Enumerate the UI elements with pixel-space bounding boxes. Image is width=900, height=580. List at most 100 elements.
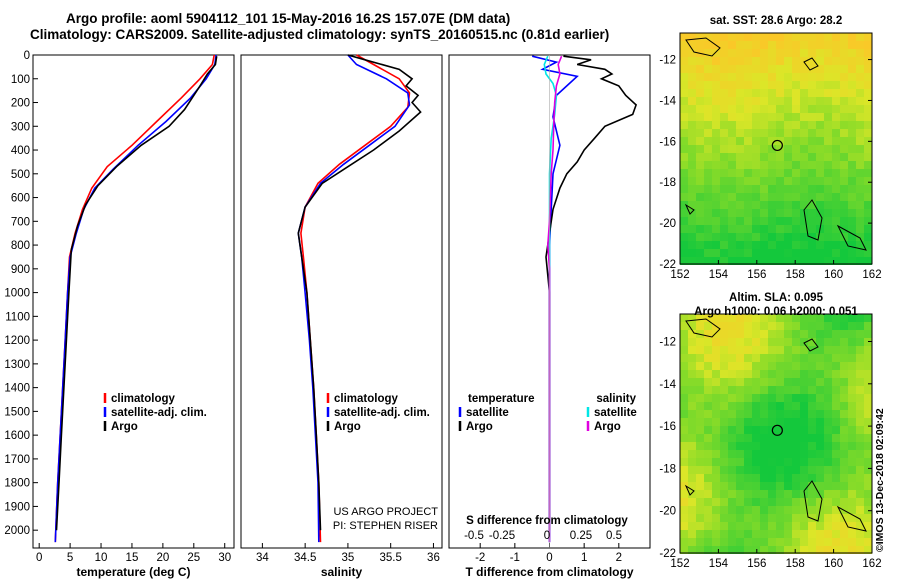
map-cell — [752, 113, 760, 121]
map-cell — [704, 177, 712, 185]
map-cell — [832, 209, 840, 217]
map-cell — [720, 153, 728, 161]
map-cell — [760, 490, 768, 498]
map-cell — [744, 201, 752, 209]
map-cell — [864, 209, 872, 217]
map-cell — [736, 354, 744, 362]
map-cell — [752, 346, 760, 354]
map-cell — [696, 169, 704, 177]
map-cell — [760, 314, 768, 322]
y-tick-label: 400 — [11, 145, 30, 157]
plot-frame — [240, 54, 443, 549]
map-cell — [688, 257, 696, 265]
map-cell — [704, 41, 712, 49]
y-tick-label: 100 — [11, 74, 30, 86]
map-cell — [712, 169, 720, 177]
map-cell — [864, 362, 872, 370]
map-cell — [776, 233, 784, 241]
map-cell — [760, 121, 768, 129]
map-cell — [864, 506, 872, 514]
y-tick-label: 200 — [11, 98, 30, 110]
map-cell — [744, 394, 752, 402]
map-cell — [768, 145, 776, 153]
map-cell — [768, 402, 776, 410]
map-cell — [856, 354, 864, 362]
map-cell — [696, 434, 704, 442]
map-cell — [744, 418, 752, 426]
map-cell — [808, 217, 816, 225]
map-cell — [768, 506, 776, 514]
map-cell — [808, 506, 816, 514]
map-cell — [776, 538, 784, 546]
map-cell — [696, 177, 704, 185]
map-cell — [856, 185, 864, 193]
map-cell — [760, 161, 768, 169]
map-cell — [800, 121, 808, 129]
map-cell — [824, 217, 832, 225]
map-cell — [760, 41, 768, 49]
map-cell — [680, 354, 688, 362]
map-cell — [776, 458, 784, 466]
map-cell — [680, 49, 688, 57]
map-cell — [688, 426, 696, 434]
map-cell — [712, 530, 720, 538]
map-cell — [704, 346, 712, 354]
map-cell — [720, 233, 728, 241]
map-cell — [792, 530, 800, 538]
map-cell — [848, 322, 856, 330]
map-cell — [776, 169, 784, 177]
map-cell — [792, 73, 800, 81]
coastline — [803, 57, 819, 71]
map-cell — [840, 73, 848, 81]
map-cell — [784, 137, 792, 145]
map-cell — [680, 193, 688, 201]
map-cell — [712, 314, 720, 322]
map-cell — [744, 241, 752, 249]
map-cell — [688, 354, 696, 362]
map-cell — [768, 49, 776, 57]
map-cell — [744, 217, 752, 225]
map-cell — [704, 129, 712, 137]
map-cell — [680, 346, 688, 354]
map-cell — [752, 330, 760, 338]
map-cell — [768, 105, 776, 113]
map-cell — [744, 530, 752, 538]
map-cell — [824, 362, 832, 370]
map-cell — [704, 89, 712, 97]
x-tick-label: 34 — [256, 552, 269, 564]
map-cell — [704, 378, 712, 386]
map-cell — [720, 474, 728, 482]
map-cell — [784, 362, 792, 370]
map-cell — [720, 257, 728, 265]
map-cell — [712, 73, 720, 81]
map-cell — [720, 137, 728, 145]
map-cell — [792, 418, 800, 426]
map-cell — [840, 530, 848, 538]
map-cell — [856, 33, 864, 41]
map-cell — [760, 233, 768, 241]
map-cell — [776, 129, 784, 137]
map-cell — [736, 394, 744, 402]
map-cell — [808, 386, 816, 394]
map-cell — [744, 129, 752, 137]
map-cell — [728, 65, 736, 73]
map-cell — [744, 442, 752, 450]
map-cell — [760, 33, 768, 41]
series-line-3 — [546, 55, 563, 543]
map-cell — [752, 498, 760, 506]
map-cell — [816, 434, 824, 442]
map-cell — [856, 338, 864, 346]
map-cell — [736, 105, 744, 113]
map-cell — [688, 498, 696, 506]
map-cell — [800, 394, 808, 402]
map-cell — [784, 113, 792, 121]
map-cell — [704, 434, 712, 442]
map-cell — [848, 105, 856, 113]
map-cell — [800, 185, 808, 193]
map-cell — [800, 378, 808, 386]
map-cell — [816, 193, 824, 201]
map-cell — [768, 330, 776, 338]
map-cell — [792, 129, 800, 137]
map-cell — [792, 217, 800, 225]
